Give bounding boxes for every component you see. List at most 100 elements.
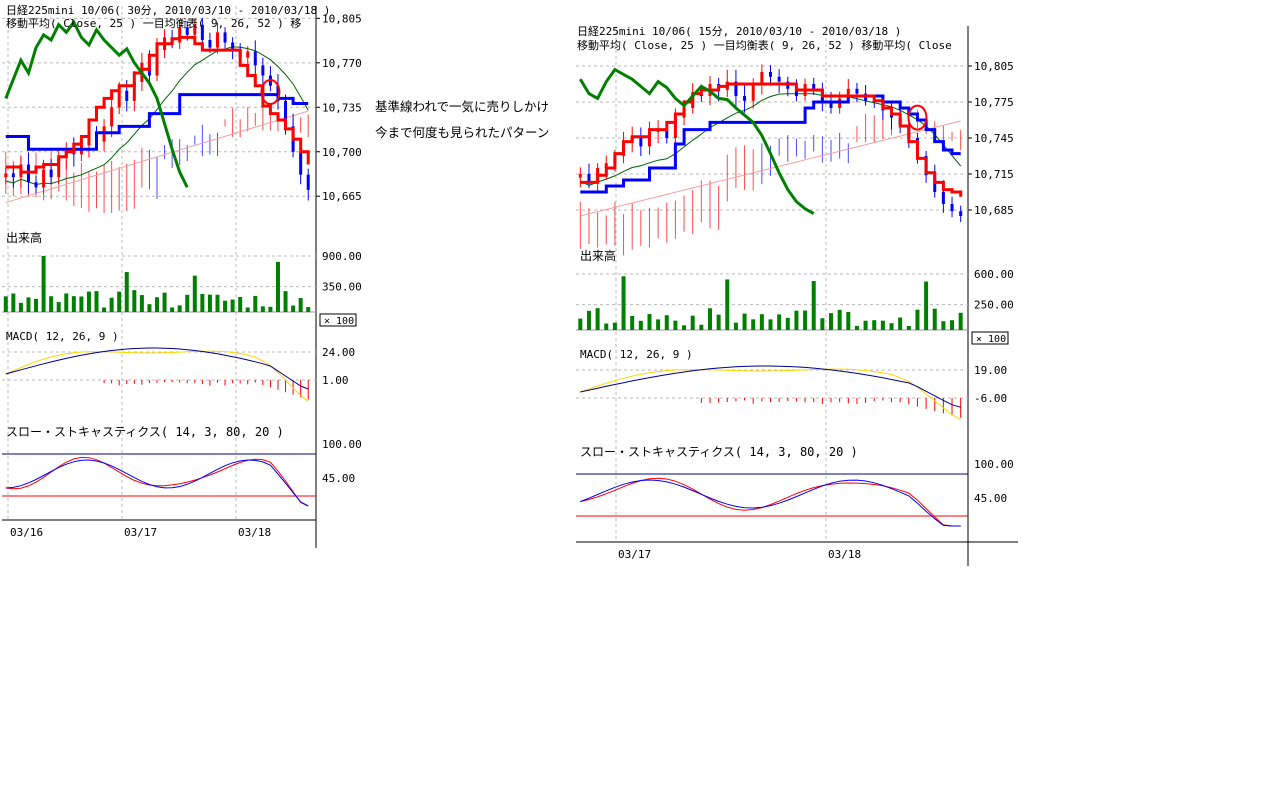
volume-multiplier-label: × 100 [324, 316, 354, 327]
volume-bar [64, 293, 69, 312]
volume-bar [124, 272, 129, 312]
candle-body [223, 32, 227, 43]
volume-bar [41, 256, 46, 312]
volume-bar [811, 281, 816, 330]
stochastics-tick-label: 45.00 [974, 492, 1007, 505]
candle-body [299, 151, 303, 175]
volume-bar [275, 261, 280, 312]
candle-body [743, 96, 747, 101]
volume-bar [595, 308, 600, 330]
breakdown-circle-marker [907, 104, 928, 131]
volume-bar [139, 295, 144, 312]
volume-tick-label: 250.00 [974, 299, 1014, 312]
stochastics-tick-label: 45.00 [322, 472, 355, 485]
volume-bar [742, 313, 747, 330]
price-tick-label: 10,775 [974, 96, 1014, 109]
stochastics-pane-label: スロー・ストキャスティクス( 14, 3, 80, 20 ) [580, 445, 858, 459]
candle-body [769, 72, 772, 77]
candle-body [231, 42, 235, 51]
candle-body [578, 174, 582, 178]
stochastics-k-line [580, 479, 961, 527]
senkou-b-line [5, 110, 309, 204]
macd-pane-label: MACD( 12, 26, 9 ) [6, 330, 119, 343]
candle-body [950, 204, 954, 212]
candle-body [42, 169, 46, 188]
macd-tick-label: -6.00 [974, 392, 1007, 405]
volume-bar [690, 315, 695, 330]
volume-bar [71, 296, 76, 312]
price-tick-label: 10,735 [322, 101, 362, 114]
volume-bar [612, 322, 617, 330]
volume-bar [192, 275, 197, 312]
candle-body [665, 129, 669, 138]
candle-body [125, 90, 129, 101]
volume-bar [253, 296, 258, 312]
volume-bar [785, 317, 790, 330]
volume-bar [621, 276, 626, 330]
macd-tick-label: 24.00 [322, 346, 355, 359]
volume-bar [604, 323, 609, 330]
volume-bar [707, 308, 712, 330]
volume-bar [132, 290, 137, 312]
candle-body [185, 27, 189, 35]
candle-body [604, 163, 608, 168]
volume-bar [803, 310, 808, 330]
volume-bar [915, 309, 920, 330]
volume-bar [673, 320, 678, 330]
volume-bar [170, 307, 175, 312]
macd-signal-line [5, 350, 309, 402]
volume-bar [863, 320, 868, 330]
volume-bar [11, 293, 16, 312]
price-tick-label: 10,715 [974, 168, 1014, 181]
volume-bar [829, 313, 834, 330]
volume-bar [777, 314, 782, 330]
tenkan-line [5, 35, 310, 174]
volume-bar [18, 302, 23, 312]
candle-body [734, 81, 738, 96]
volume-bar [79, 296, 84, 312]
volume-bar [872, 320, 877, 330]
stochastics-d-line [5, 456, 309, 507]
candle-body [117, 90, 121, 108]
macd-signal-line [580, 368, 961, 421]
chart-30min: 10,805 10,770 10,735 10,700 10,665 03/16 03/17… [0, 0, 370, 550]
volume-bar [725, 279, 730, 330]
volume-bar [647, 314, 652, 330]
chart-15min-title: 日経225mini 10/06( 15分, 2010/03/10 - 2010/… [577, 25, 902, 38]
chikou-span-line [4, 19, 189, 188]
volume-multiplier-box [971, 331, 1009, 345]
candle-body [846, 88, 850, 99]
stochastics-tick-label: 100.00 [974, 458, 1014, 471]
volume-bar [958, 312, 963, 330]
candle-body [777, 76, 781, 82]
volume-bar [846, 311, 851, 330]
volume-bar [906, 325, 911, 330]
chikou-span-line [579, 67, 815, 215]
candle-body [306, 174, 310, 190]
volume-bar [207, 294, 212, 312]
price-tick-label: 10,805 [322, 12, 362, 25]
volume-bar [49, 296, 54, 312]
volume-bar [185, 294, 190, 312]
volume-bar [578, 318, 583, 330]
candle-body [208, 39, 212, 48]
candle-body [673, 117, 677, 138]
chart-30min-title: 日経225mini 10/06( 30分, 2010/03/10 - 2010/… [6, 4, 331, 17]
candle-body [215, 32, 219, 48]
volume-bar [950, 320, 955, 330]
x-tick-label: 03/17 [124, 526, 157, 539]
kijun-line [580, 94, 961, 194]
price-tick-label: 10,685 [974, 204, 1014, 217]
volume-tick-label: 600.00 [974, 268, 1014, 281]
macd-pane-label: MACD( 12, 26, 9 ) [580, 348, 693, 361]
candle-body [132, 81, 136, 101]
candle-body [4, 173, 8, 178]
candle-body [812, 84, 816, 90]
volume-bar [699, 324, 704, 330]
moving-average-line [580, 93, 962, 186]
candle-body [110, 107, 114, 127]
macd-tick-label: 1.00 [322, 374, 349, 387]
volume-bar [941, 321, 946, 330]
candle-body [639, 136, 643, 147]
volume-bar [794, 310, 799, 330]
